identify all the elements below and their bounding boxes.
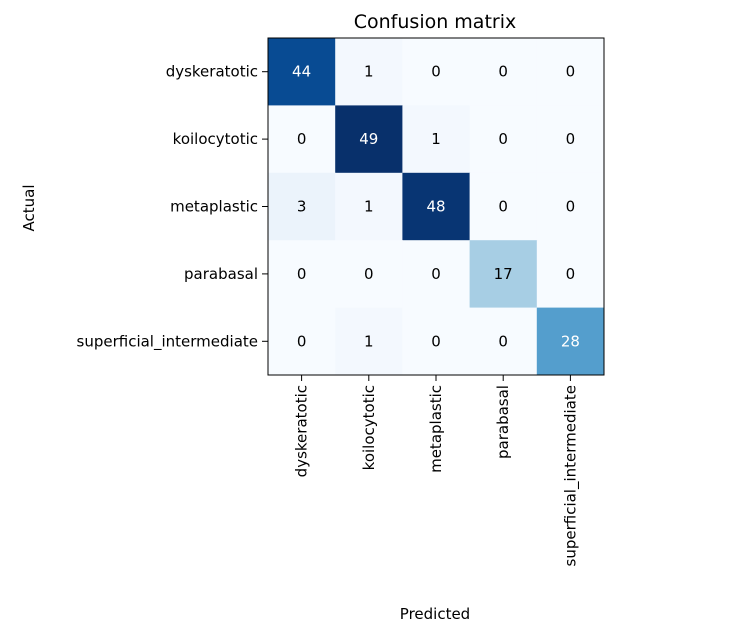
heatmap-cell bbox=[335, 105, 403, 174]
heatmap-cell bbox=[268, 172, 336, 241]
y-tick-label: dyskeratotic bbox=[166, 63, 258, 81]
heatmap-cell bbox=[536, 105, 605, 174]
chart-title: Confusion matrix bbox=[354, 11, 516, 33]
heatmap-cell bbox=[536, 307, 605, 376]
heatmap-cell bbox=[402, 38, 471, 106]
y-axis-label: Actual bbox=[20, 185, 38, 232]
heatmap-cell bbox=[469, 105, 538, 174]
cell-value-label: 49 bbox=[359, 130, 378, 148]
heatmap-cell bbox=[402, 105, 471, 174]
cell-value-label: 0 bbox=[566, 63, 576, 81]
y-axis-ticks: dyskeratotic koilocytotic metaplastic parab… bbox=[77, 63, 268, 351]
x-tick-label: metaplastic bbox=[427, 385, 445, 473]
x-tick-label: superficial_intermediate bbox=[561, 385, 580, 566]
cell-value-label: 0 bbox=[566, 130, 576, 148]
x-tick-label: dyskeratotic bbox=[293, 385, 311, 477]
heatmap-cell bbox=[268, 105, 336, 174]
cell-value-label: 44 bbox=[292, 63, 311, 81]
cell-value-label: 0 bbox=[364, 265, 374, 283]
heatmap-cell bbox=[335, 307, 403, 376]
heatmap-cell bbox=[402, 240, 471, 309]
cell-value-label: 1 bbox=[364, 198, 374, 216]
y-tick-label: metaplastic bbox=[170, 198, 258, 216]
heatmap-cell bbox=[469, 38, 538, 106]
cell-value-label: 0 bbox=[431, 265, 441, 283]
cell-value-label: 0 bbox=[566, 198, 576, 216]
y-tick-label: koilocytotic bbox=[173, 130, 258, 148]
heatmap-cell bbox=[469, 240, 538, 309]
cell-value-label: 48 bbox=[426, 198, 445, 216]
cell-value-label: 0 bbox=[431, 63, 441, 81]
cell-value-label: 0 bbox=[498, 130, 508, 148]
heatmap-cell bbox=[402, 172, 471, 241]
x-axis-label: Predicted bbox=[400, 605, 470, 623]
cell-value-label: 0 bbox=[297, 332, 307, 350]
heatmap-cell bbox=[335, 38, 403, 106]
cell-value-label: 0 bbox=[297, 130, 307, 148]
heatmap-cell bbox=[268, 240, 336, 309]
y-tick-label: parabasal bbox=[184, 265, 258, 283]
cell-value-label: 28 bbox=[561, 332, 580, 350]
x-tick-label: koilocytotic bbox=[360, 385, 378, 470]
cell-value-label: 1 bbox=[431, 130, 441, 148]
cell-value-label: 0 bbox=[566, 265, 576, 283]
cell-value-label: 0 bbox=[431, 332, 441, 350]
heatmap-cell bbox=[469, 307, 538, 376]
cell-value-label: 3 bbox=[297, 198, 307, 216]
heatmap-cells: 44 1 0 0 0 0 49 1 0 0 3 1 48 0 0 0 0 0 17 0 0 1 0 0 28 bbox=[268, 38, 605, 376]
heatmap-cell bbox=[402, 307, 471, 376]
heatmap-cell bbox=[335, 240, 403, 309]
heatmap-cell bbox=[268, 307, 336, 376]
cell-value-label: 17 bbox=[494, 265, 513, 283]
y-tick-label: superficial_intermediate bbox=[77, 332, 258, 351]
heatmap-cell bbox=[536, 38, 605, 106]
cell-value-label: 0 bbox=[297, 265, 307, 283]
cell-value-label: 0 bbox=[498, 332, 508, 350]
heatmap-cell bbox=[536, 240, 605, 309]
cell-value-label: 1 bbox=[364, 63, 374, 81]
heatmap-cell bbox=[268, 38, 336, 106]
x-axis-ticks: dyskeratotic koilocytotic metaplastic parab… bbox=[293, 375, 580, 566]
cell-value-label: 0 bbox=[498, 198, 508, 216]
heatmap-cell bbox=[469, 172, 538, 241]
cell-value-label: 1 bbox=[364, 332, 374, 350]
heatmap-cell bbox=[536, 172, 605, 241]
x-tick-label: parabasal bbox=[494, 385, 512, 459]
heatmap-cell bbox=[335, 172, 403, 241]
cell-value-label: 0 bbox=[498, 63, 508, 81]
